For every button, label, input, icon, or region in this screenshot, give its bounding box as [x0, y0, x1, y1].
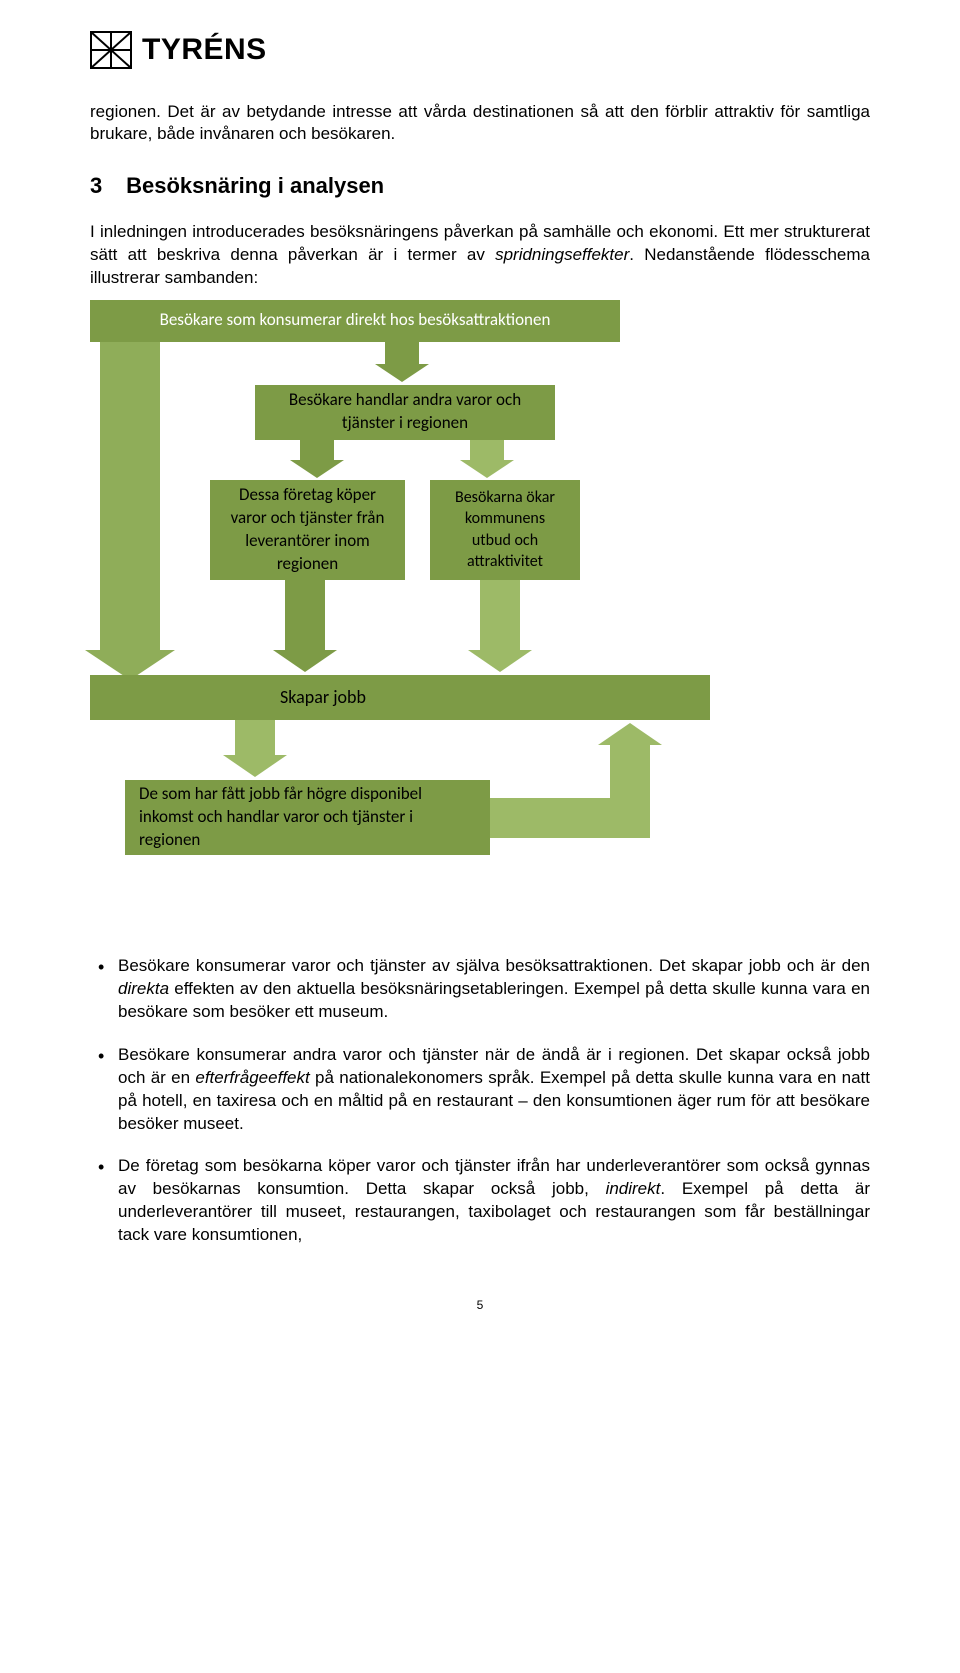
flow-box-1: Besökare som konsumerar direkt hos besök… — [90, 300, 620, 342]
intro-paragraph: regionen. Det är av betydande intresse a… — [90, 101, 870, 147]
body-paragraph: I inledningen introducerades besöksnärin… — [90, 221, 870, 290]
section-title: Besöksnäring i analysen — [126, 173, 384, 198]
section-heading: 3 Besöksnäring i analysen — [90, 171, 870, 201]
bullet-pre: Besökare konsumerar varor och tjänster a… — [118, 956, 870, 975]
flow-arrow-3to5-stem — [285, 580, 325, 650]
flow-arrow-left-stem — [100, 342, 160, 650]
flow-arrow-2to4-head — [460, 460, 514, 478]
flow-box-6: De som har fått jobb får högre disponibe… — [125, 780, 490, 855]
flowchart: Besökare som konsumerar direkt hos besök… — [90, 300, 870, 930]
bullet-item: De företag som besökarna köper varor och… — [90, 1155, 870, 1247]
logo-text: TYRÉNS — [142, 30, 267, 71]
bullet-em: efterfrågeeffekt — [195, 1068, 309, 1087]
flow-arrow-feedback-head — [598, 723, 662, 745]
flow-box-3: Dessa företag köper varor och tjänster f… — [210, 480, 405, 580]
flow-box-5: Skapar jobb — [90, 675, 710, 720]
bullet-item: Besökare konsumerar andra varor och tjän… — [90, 1044, 870, 1136]
flow-arrow-4to5-stem — [480, 580, 520, 650]
flow-arrow-1to2-head — [375, 364, 429, 382]
section-number: 3 — [90, 171, 120, 201]
page-number: 5 — [90, 1297, 870, 1313]
flow-arrow-5to6-head — [223, 755, 287, 777]
bullet-em: direkta — [118, 979, 169, 998]
flow-box-2: Besökare handlar andra varor och tjänste… — [255, 385, 555, 440]
flow-arrow-4to5-head — [468, 650, 532, 672]
flow-box-4: Besökarna ökar kommunens utbud och attra… — [430, 480, 580, 580]
bullet-item: Besökare konsumerar varor och tjänster a… — [90, 955, 870, 1024]
bullet-post: effekten av den aktuella besöksnäringset… — [118, 979, 870, 1021]
flow-arrow-2to3-head — [290, 460, 344, 478]
logo-icon — [90, 31, 132, 69]
flow-arrow-2to4-stem — [470, 440, 504, 460]
flow-arrow-3to5-head — [273, 650, 337, 672]
logo: TYRÉNS — [90, 30, 870, 71]
bullet-em: indirekt — [606, 1179, 661, 1198]
flow-arrow-1to2-stem — [385, 342, 419, 364]
flow-arrow-feedback-v — [610, 745, 650, 800]
flow-arrow-5to6-stem — [235, 720, 275, 755]
flow-arrow-feedback-h — [490, 798, 650, 838]
body-italic: spridningseffekter — [495, 245, 629, 264]
flow-arrow-2to3-stem — [300, 440, 334, 460]
bullet-list: Besökare konsumerar varor och tjänster a… — [90, 955, 870, 1247]
